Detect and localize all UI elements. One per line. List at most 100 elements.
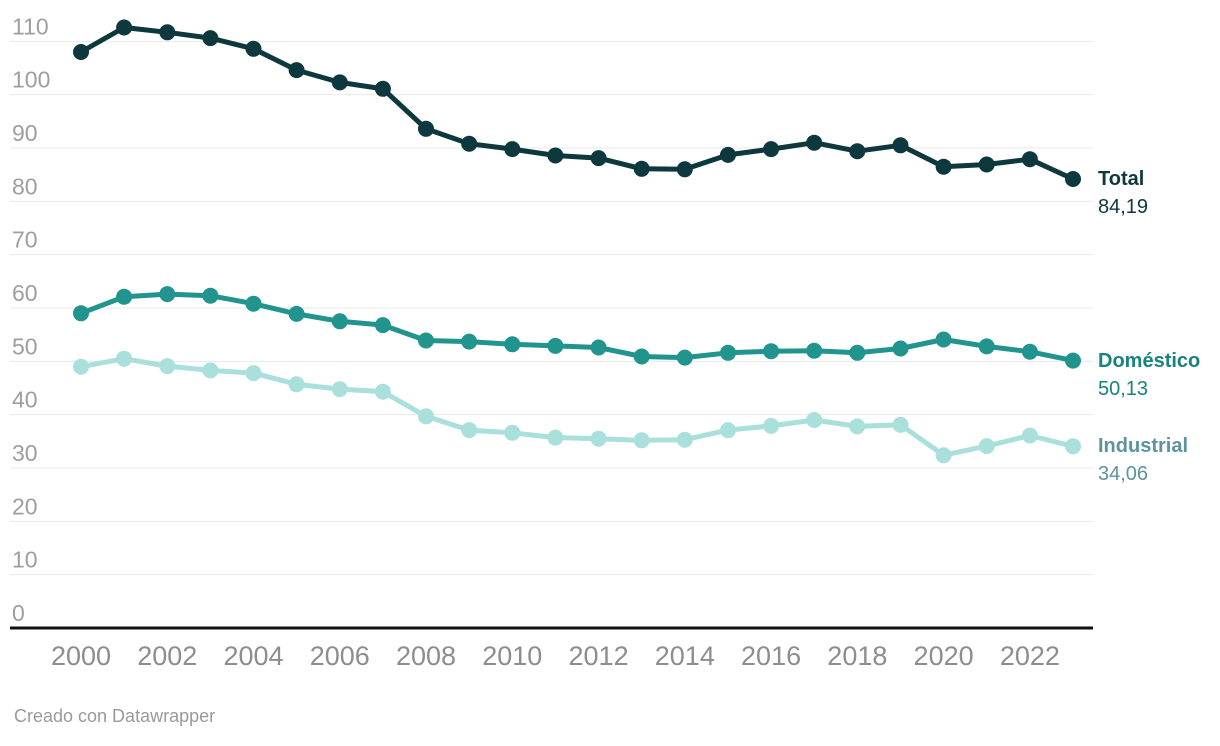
data-point bbox=[374, 80, 391, 97]
data-point bbox=[892, 416, 909, 433]
y-tick-label: 0 bbox=[12, 600, 25, 626]
data-point bbox=[590, 430, 607, 447]
data-point bbox=[418, 408, 434, 425]
data-point bbox=[676, 161, 693, 178]
data-point bbox=[159, 24, 176, 41]
data-point bbox=[676, 431, 693, 448]
data-point bbox=[331, 313, 348, 330]
data-point bbox=[547, 429, 564, 446]
data-point bbox=[978, 338, 995, 355]
series-total bbox=[73, 19, 1081, 187]
data-point bbox=[504, 141, 521, 158]
x-tick-label: 2016 bbox=[741, 641, 801, 671]
data-point bbox=[892, 137, 909, 154]
x-tick-label: 2000 bbox=[51, 641, 111, 671]
data-point bbox=[1065, 171, 1081, 187]
data-point bbox=[461, 135, 478, 152]
data-point bbox=[288, 376, 305, 393]
series-doméstico bbox=[73, 286, 1081, 369]
data-point bbox=[806, 134, 823, 151]
data-point bbox=[806, 412, 823, 428]
data-point bbox=[116, 288, 133, 305]
data-point bbox=[633, 432, 650, 449]
data-point bbox=[849, 344, 866, 361]
attribution-text: Creado con Datawrapper bbox=[14, 706, 216, 726]
x-tick-label: 2018 bbox=[827, 641, 887, 671]
x-tick-label: 2022 bbox=[1000, 641, 1060, 671]
y-tick-label: 30 bbox=[12, 440, 38, 466]
data-point bbox=[1021, 151, 1038, 168]
x-tick-label: 2006 bbox=[310, 641, 370, 671]
data-point bbox=[720, 344, 736, 361]
gridlines bbox=[10, 40, 1093, 630]
series-value-domestico: 50,13 bbox=[1098, 377, 1149, 400]
data-point bbox=[676, 349, 693, 366]
y-tick-label: 10 bbox=[12, 547, 38, 573]
y-tick-label: 60 bbox=[12, 280, 38, 306]
y-tick-label: 80 bbox=[12, 173, 38, 199]
data-point bbox=[504, 424, 521, 441]
data-point bbox=[374, 317, 391, 334]
data-point bbox=[159, 358, 176, 375]
series-label-domestico: Doméstico 50,13 bbox=[1098, 347, 1200, 403]
x-tick-label: 2012 bbox=[569, 641, 629, 671]
data-point bbox=[1021, 427, 1038, 444]
y-tick-label: 50 bbox=[12, 333, 38, 359]
data-point bbox=[633, 160, 650, 177]
data-point bbox=[892, 340, 909, 357]
series-name-domestico: Doméstico bbox=[1098, 349, 1201, 372]
data-point bbox=[202, 362, 219, 379]
x-axis-labels: 2000 2002 2004 2006 2008 2010 2012 2014 2016 2018… bbox=[51, 641, 1060, 671]
y-tick-label: 70 bbox=[12, 227, 38, 253]
data-point bbox=[547, 337, 564, 354]
data-point bbox=[245, 40, 262, 57]
data-point bbox=[418, 120, 434, 137]
data-point bbox=[1065, 438, 1081, 455]
data-point bbox=[116, 19, 133, 36]
data-point bbox=[720, 422, 736, 439]
data-point bbox=[935, 447, 952, 464]
x-tick-label: 2004 bbox=[223, 641, 283, 671]
data-point bbox=[849, 418, 866, 435]
data-point bbox=[633, 348, 650, 365]
data-point bbox=[978, 156, 995, 173]
y-tick-label: 100 bbox=[12, 67, 50, 93]
data-point bbox=[763, 343, 780, 360]
data-point bbox=[1065, 352, 1081, 369]
data-point bbox=[73, 44, 89, 60]
data-point bbox=[245, 295, 262, 312]
series-label-total: Total 84,19 bbox=[1098, 165, 1148, 221]
data-point bbox=[116, 350, 133, 367]
data-point bbox=[978, 438, 995, 455]
data-point bbox=[1021, 343, 1038, 360]
data-point bbox=[935, 158, 952, 175]
y-tick-label: 20 bbox=[12, 493, 38, 519]
data-point bbox=[590, 339, 607, 356]
x-tick-label: 2010 bbox=[482, 641, 542, 671]
y-axis-labels: 0 10 20 30 40 50 60 70 80 90 100 110 bbox=[12, 13, 50, 626]
data-point bbox=[202, 287, 219, 304]
data-point bbox=[374, 383, 391, 400]
data-point bbox=[73, 305, 89, 322]
data-point bbox=[504, 336, 521, 353]
data-point bbox=[202, 30, 219, 47]
series-line bbox=[78, 291, 1076, 364]
data-point bbox=[159, 286, 176, 303]
data-point bbox=[763, 141, 780, 158]
data-point bbox=[461, 422, 478, 439]
data-point bbox=[763, 417, 780, 434]
data-point bbox=[849, 143, 866, 160]
x-tick-label: 2008 bbox=[396, 641, 456, 671]
data-point bbox=[331, 381, 348, 398]
data-point bbox=[73, 358, 89, 375]
series-value-industrial: 34,06 bbox=[1098, 463, 1149, 486]
data-point bbox=[806, 342, 823, 359]
series-value-total: 84,19 bbox=[1098, 195, 1149, 218]
series-label-industrial: Industrial 34,06 bbox=[1098, 432, 1188, 488]
series-line bbox=[78, 356, 1076, 458]
y-tick-label: 40 bbox=[12, 387, 38, 413]
data-point bbox=[288, 305, 305, 322]
y-tick-label: 90 bbox=[12, 120, 38, 146]
